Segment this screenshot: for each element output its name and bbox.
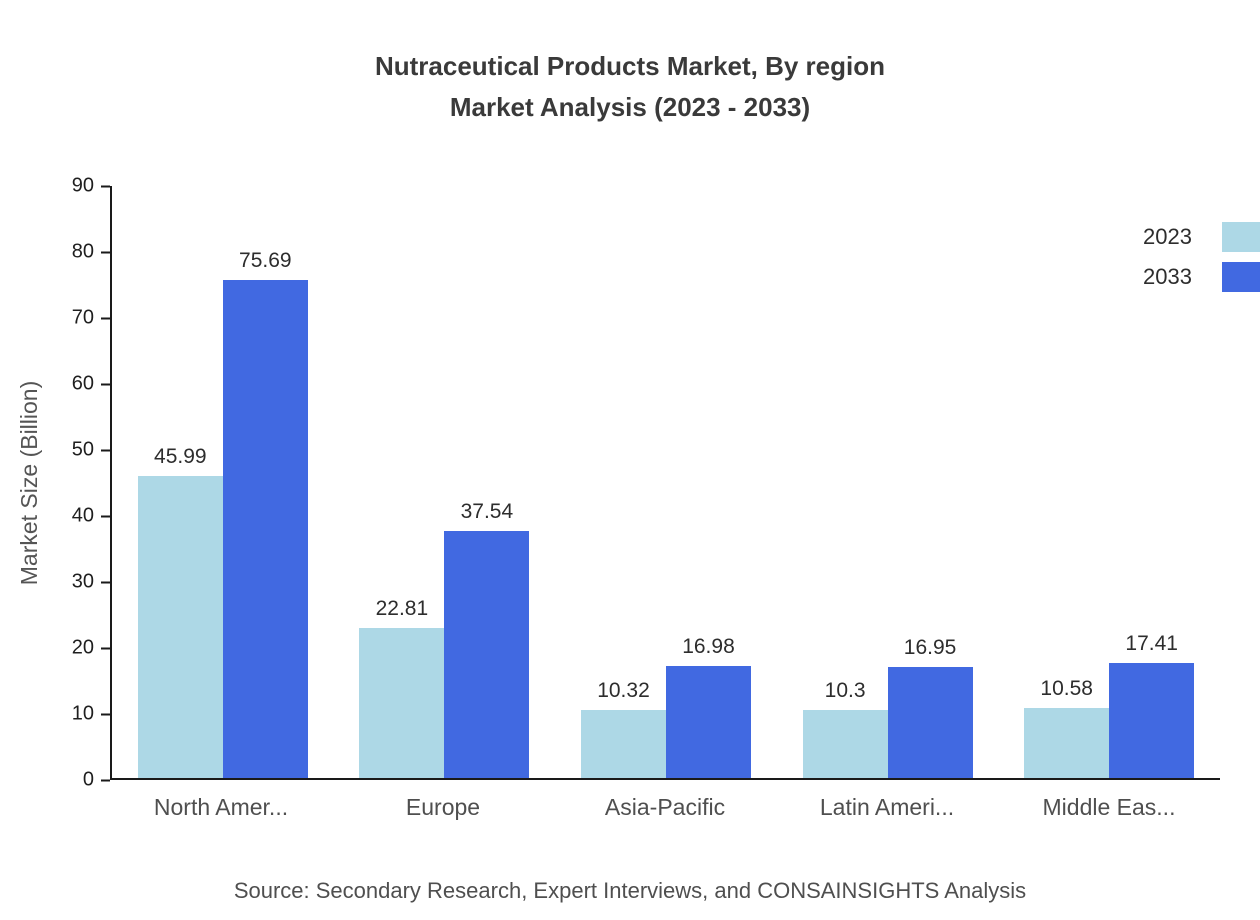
bar-column: 10.32 [580, 186, 666, 778]
y-tick-mark [101, 317, 110, 319]
bar-value-label: 37.54 [460, 500, 514, 524]
bar-column: 17.41 [1109, 186, 1195, 778]
bar-value-label: 16.98 [682, 635, 735, 659]
y-tick-label: 60 [71, 372, 94, 395]
y-tick-mark [101, 251, 110, 254]
y-tick-mark [101, 515, 110, 518]
plot-area: 45.99 75.69 22.81 37.54 10.32 16.98 10.3 16.95 1… [110, 186, 1220, 780]
source-note: Source: Secondary Research, Expert Inter… [233, 878, 1027, 903]
bar-column: 37.54 [444, 186, 530, 778]
bar-2033-middle-eas[interactable] [1109, 663, 1195, 778]
bar-value-label: 75.69 [239, 249, 292, 273]
chart-title-line2: Market Analysis (2023 - 2033) [449, 92, 811, 122]
y-tick-label: 50 [71, 438, 94, 461]
legend-label: 2033 [1143, 264, 1192, 289]
y-tick-label: 80 [71, 240, 94, 263]
bar-2023-latin-ameri[interactable] [802, 710, 888, 778]
bar-2023-north-amer[interactable] [137, 475, 223, 778]
x-axis-label-latin-ameri: Latin Ameri... [819, 794, 955, 820]
y-tick: 70 [0, 307, 110, 330]
bar-group-north-amer: 45.99 75.69 [112, 186, 334, 778]
bar-value-label: 45.99 [154, 444, 207, 468]
y-tick: 80 [0, 241, 110, 264]
bar-value-label: 22.81 [375, 596, 429, 620]
bar-column: 10.58 [1024, 186, 1110, 778]
y-tick: 30 [0, 571, 110, 594]
chart-title: Nutraceutical Products Market, By region… [0, 46, 1260, 128]
y-tick-label: 20 [71, 636, 94, 659]
y-tick: 40 [0, 505, 110, 528]
y-axis: 90 80 70 60 50 40 30 20 10 0 [0, 175, 110, 791]
x-axis-labels: North Amer... Europe Asia-Pacific Latin Ame… [110, 794, 1220, 821]
bar-value-label: 17.41 [1125, 632, 1178, 656]
y-tick: 20 [0, 637, 110, 660]
bar-column: 10.3 [802, 186, 888, 778]
bar-column: 45.99 [137, 186, 223, 778]
y-tick-label: 70 [71, 306, 94, 329]
chart-body: Market Size (Billion) 90 80 70 60 50 40 30 20 10… [0, 175, 1260, 791]
legend-label: 2023 [1143, 224, 1192, 249]
y-tick-label: 10 [71, 702, 94, 725]
bar-column: 16.95 [887, 186, 973, 778]
y-tick-mark [101, 581, 110, 583]
y-tick-label: 30 [71, 570, 94, 593]
legend-swatch-2033 [1222, 262, 1260, 292]
bar-group-asia-pacific: 10.32 16.98 [555, 186, 777, 778]
y-tick-mark [101, 647, 110, 650]
y-tick-label: 40 [71, 504, 94, 527]
y-tick: 10 [0, 703, 110, 726]
bar-value-label: 16.95 [903, 635, 957, 659]
chart-title-line1: Nutraceutical Products Market, By region [374, 51, 886, 81]
bar-2023-europe[interactable] [359, 627, 445, 778]
bar-2023-asia-pacific[interactable] [580, 710, 666, 778]
y-tick-mark [101, 779, 110, 781]
bar-column: 75.69 [222, 186, 308, 778]
legend-swatch-2023 [1222, 222, 1260, 252]
x-axis-label-europe: Europe [405, 794, 481, 820]
y-tick-mark [101, 383, 110, 385]
bar-group-middle-eas: 10.58 17.41 [998, 186, 1220, 778]
bar-2033-north-amer[interactable] [222, 280, 308, 778]
bar-2033-asia-pacific[interactable] [665, 666, 751, 778]
y-tick: 0 [0, 769, 110, 792]
y-tick-label: 0 [82, 768, 94, 791]
bar-column: 22.81 [359, 186, 445, 778]
legend-item-2023[interactable]: 2023 [1143, 222, 1260, 252]
bar-2023-middle-eas[interactable] [1024, 708, 1110, 778]
legend-item-2033[interactable]: 2033 [1143, 262, 1260, 292]
y-tick: 60 [0, 373, 110, 396]
y-tick-mark [101, 713, 110, 716]
y-tick-mark [101, 185, 110, 187]
y-tick: 90 [0, 175, 110, 198]
y-tick: 50 [0, 439, 110, 462]
bar-group-europe: 22.81 37.54 [334, 186, 556, 778]
bar-2033-latin-ameri[interactable] [887, 666, 973, 778]
bar-column: 16.98 [665, 186, 751, 778]
x-axis-label-asia-pacific: Asia-Pacific [604, 794, 726, 820]
bar-value-label: 10.32 [597, 679, 650, 703]
bar-2033-europe[interactable] [444, 531, 530, 778]
bar-value-label: 10.58 [1040, 677, 1093, 701]
bar-value-label: 10.3 [824, 679, 866, 703]
bar-group-latin-ameri: 10.3 16.95 [777, 186, 999, 778]
y-tick-mark [101, 449, 110, 451]
legend: 2023 2033 [1143, 222, 1260, 292]
x-axis-label-north-amer: North Amer... [153, 794, 289, 820]
x-axis-label-middle-eas: Middle Eas... [1042, 794, 1176, 820]
y-tick-label: 90 [71, 174, 94, 197]
